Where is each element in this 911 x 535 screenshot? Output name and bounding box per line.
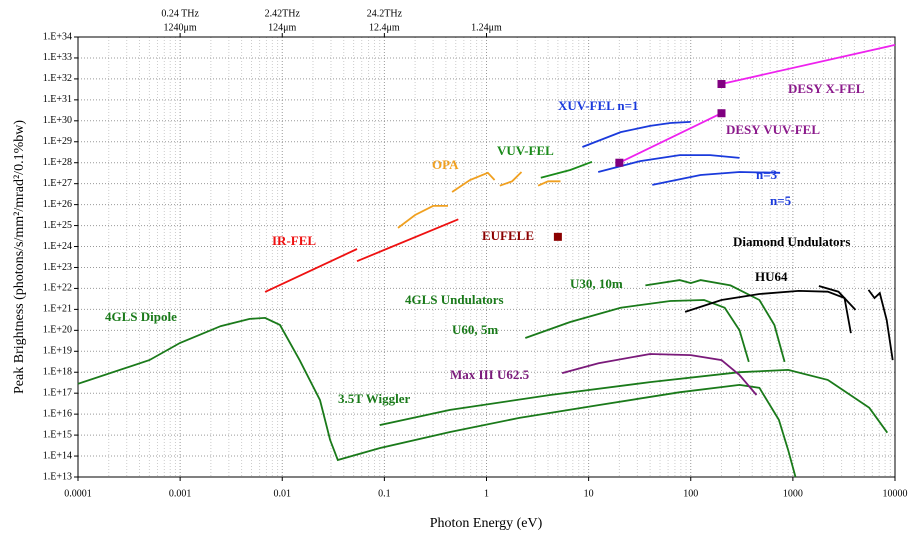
y-tick-label: 1.E+27 — [43, 178, 72, 189]
x-tick-label: 0.1 — [378, 488, 391, 499]
series-line — [264, 218, 459, 293]
plot-frame — [77, 36, 896, 478]
y-axis-title: Peak Brightness (photons/s/mm²/mrad²/0.1… — [12, 120, 27, 394]
top-tick-wavelength: 1.24μm — [471, 22, 502, 33]
marker — [717, 80, 726, 89]
top-tick-frequency: 2.42THz — [265, 8, 301, 19]
series-line — [684, 289, 852, 334]
series-label: DESY X-FEL — [788, 81, 865, 96]
series-line — [379, 368, 889, 434]
series-line — [397, 171, 561, 229]
series-line — [818, 285, 894, 361]
y-tick-label: 1.E+29 — [43, 136, 72, 147]
y-tick-label: 1.E+31 — [43, 94, 72, 105]
grid — [77, 36, 896, 478]
series-label: 3.5T Wiggler — [338, 391, 410, 406]
y-tick-label: 1.E+21 — [43, 304, 72, 315]
y-tick-label: 1.E+20 — [43, 325, 72, 336]
x-tick-label: 1000 — [783, 488, 803, 499]
annotation: 4GLS Undulators — [405, 292, 504, 307]
marker — [717, 109, 726, 118]
y-tick-label: 1.E+25 — [43, 220, 72, 231]
x-tick-label: 0.01 — [274, 488, 292, 499]
series-line — [645, 279, 786, 363]
y-tick-label: 1.E+15 — [43, 429, 72, 440]
series-line — [652, 171, 781, 186]
y-tick-label: 1.E+13 — [43, 471, 72, 482]
y-tick-label: 1.E+18 — [43, 367, 72, 378]
top-tick-frequency: 0.24 THz — [161, 8, 199, 19]
series-label: DESY VUV-FEL — [726, 122, 820, 137]
series-label: XUV-FEL n=1 — [558, 98, 638, 113]
x-axis-title: Photon Energy (eV) — [430, 516, 543, 531]
y-tick-label: 1.E+19 — [43, 346, 72, 357]
series-line — [721, 44, 896, 85]
top-tick-wavelength: 124μm — [268, 22, 296, 33]
y-tick-label: 1.E+24 — [43, 241, 72, 252]
x-tick-label: 100 — [683, 488, 698, 499]
y-tick-label: 1.E+28 — [43, 157, 72, 168]
series-label: EUFELE — [482, 228, 534, 243]
y-tick-label: 1.E+34 — [43, 31, 72, 42]
series-line — [77, 316, 797, 478]
y-tick-label: 1.E+16 — [43, 408, 72, 419]
x-tick-label: 0.001 — [169, 488, 192, 499]
series-label: HU64 — [755, 269, 788, 284]
series-label: IR-FEL — [272, 233, 316, 248]
marker — [553, 232, 562, 241]
y-tick-label: 1.E+32 — [43, 73, 72, 84]
y-tick-label: 1.E+33 — [43, 52, 72, 63]
top-tick-wavelength: 1240μm — [164, 22, 197, 33]
series-label: U30, 10m — [570, 276, 623, 291]
series-label: Max III U62.5 — [450, 367, 530, 382]
series-line — [524, 299, 750, 363]
series-line — [619, 112, 722, 164]
series-line — [582, 121, 691, 148]
y-tick-label: 1.E+22 — [43, 283, 72, 294]
series-label: VUV-FEL — [497, 143, 554, 158]
marker — [615, 158, 624, 167]
y-tick-label: 1.E+23 — [43, 262, 72, 273]
x-tick-label: 0.0001 — [64, 488, 92, 499]
series-label: Diamond Undulators — [733, 234, 850, 249]
top-tick-frequency: 24.2THz — [367, 8, 403, 19]
x-tick-label: 10 — [584, 488, 594, 499]
series-line — [561, 353, 758, 396]
y-tick-label: 1.E+26 — [43, 199, 72, 210]
y-tick-label: 1.E+17 — [43, 387, 72, 398]
series-label: 4GLS Dipole — [105, 309, 177, 324]
series-label: U60, 5m — [452, 322, 498, 337]
series-line — [540, 160, 593, 179]
series-label: OPA — [432, 157, 459, 172]
y-tick-label: 1.E+30 — [43, 115, 72, 126]
top-tick-wavelength: 12.4μm — [369, 22, 400, 33]
series-label: n=5 — [770, 193, 792, 208]
y-tick-label: 1.E+14 — [43, 450, 72, 461]
x-tick-label: 1 — [484, 488, 489, 499]
series-label: n=3 — [756, 167, 778, 182]
series-line — [597, 154, 740, 173]
x-tick-label: 10000 — [883, 488, 908, 499]
